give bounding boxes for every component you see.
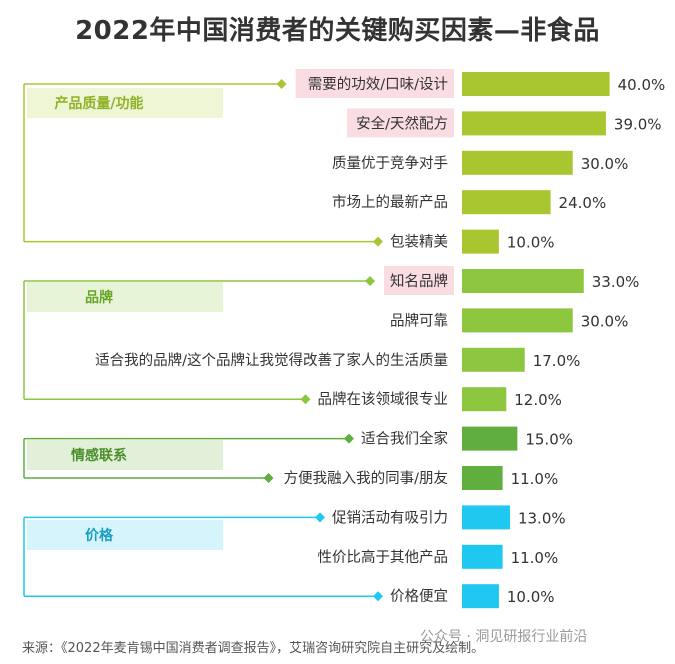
bar — [462, 269, 584, 293]
category-label: 质量优于竞争对手 — [332, 154, 448, 172]
category-label: 适合我的品牌/这个品牌让我觉得改善了家人的生活质量 — [95, 352, 448, 369]
bar — [462, 72, 610, 96]
group-label: 产品质量/功能 — [54, 95, 143, 112]
diamond-marker — [344, 433, 354, 444]
value-label: 10.0% — [507, 588, 555, 606]
bar — [462, 229, 499, 254]
category-label: 价格便宜 — [390, 588, 448, 605]
diamond-marker — [315, 512, 325, 523]
label-highlight — [384, 266, 454, 295]
bar — [462, 308, 573, 333]
bar — [462, 190, 551, 215]
value-label: 15.0% — [525, 431, 573, 449]
bar — [462, 150, 573, 175]
group-label-box — [27, 88, 223, 118]
category-label: 适合我们全家 — [361, 430, 448, 448]
diamond-marker — [373, 591, 383, 602]
group-label-box — [27, 520, 223, 550]
bar — [462, 387, 507, 412]
value-label: 12.0% — [514, 391, 562, 409]
bar — [462, 544, 503, 569]
bar — [462, 111, 606, 136]
category-label: 性价比高于其他产品 — [318, 549, 449, 566]
chart-title: 2022年中国消费者的关键购买因素—非食品 — [75, 16, 600, 46]
category-label: 市场上的最新产品 — [332, 194, 448, 211]
group-label-box — [27, 282, 223, 312]
diamond-marker — [373, 236, 383, 247]
value-label: 39.0% — [614, 115, 662, 133]
group-label: 品牌 — [85, 289, 113, 306]
value-label: 11.0% — [511, 549, 559, 567]
diamond-marker — [300, 394, 311, 405]
value-label: 24.0% — [559, 194, 607, 212]
watermark: 公众号 · 洞见研报行业前沿 — [420, 629, 588, 645]
value-label: 30.0% — [581, 312, 629, 330]
bar — [462, 505, 510, 530]
diamond-marker — [276, 79, 287, 89]
bar — [462, 466, 503, 490]
group-label: 价格 — [85, 527, 114, 544]
bar — [462, 347, 525, 372]
category-label: 促销活动有吸引力 — [332, 509, 448, 526]
value-label: 11.0% — [511, 470, 559, 488]
value-label: 33.0% — [592, 273, 640, 291]
value-label: 10.0% — [507, 234, 555, 252]
label-highlight — [347, 108, 454, 138]
category-label: 安全/天然配方 — [356, 114, 448, 132]
category-label: 知名品牌 — [390, 273, 448, 290]
bar — [462, 426, 518, 451]
group-label-box — [27, 440, 223, 470]
value-label: 17.0% — [533, 352, 581, 370]
diamond-marker — [263, 473, 274, 483]
category-label: 品牌在该领域很专业 — [318, 391, 449, 408]
diamond-marker — [365, 276, 375, 286]
category-label: 需要的功效/口味/设计 — [308, 76, 448, 93]
value-label: 13.0% — [518, 509, 566, 527]
source-note: 来源：《2022年麦肯锡中国消费者调查报告》，艾瑞咨询研究院自主研究及绘制。 — [22, 641, 485, 656]
category-label: 包装精美 — [390, 234, 448, 251]
label-highlight — [295, 69, 454, 98]
value-label: 40.0% — [618, 76, 666, 94]
category-label: 方便我融入我的同事/朋友 — [284, 470, 448, 487]
bar — [462, 584, 499, 609]
value-label: 30.0% — [581, 155, 629, 173]
category-label: 品牌可靠 — [390, 312, 448, 329]
group-label: 情感联系 — [71, 447, 127, 464]
